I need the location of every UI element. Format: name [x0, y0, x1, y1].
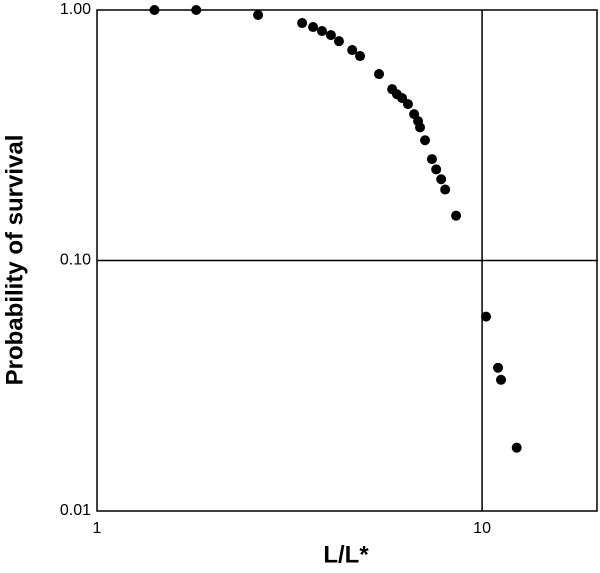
y-tick-label: 0.10 [60, 252, 91, 269]
x-tick-label: 1 [93, 520, 102, 537]
point [426, 154, 437, 165]
point [317, 26, 328, 37]
point [481, 311, 492, 322]
point [253, 10, 264, 21]
point [496, 374, 507, 385]
x-tick-label: 10 [473, 520, 491, 537]
point [436, 174, 447, 185]
y-tick-label: 0.01 [60, 502, 91, 519]
point [374, 69, 385, 80]
point [402, 99, 413, 110]
y-tick-label: 1.00 [60, 1, 91, 18]
point [493, 362, 504, 373]
point [440, 184, 451, 195]
y-axis-label: Probability of survival [1, 135, 28, 386]
point [325, 30, 336, 41]
point [347, 45, 358, 56]
point [511, 442, 522, 453]
point [333, 36, 344, 47]
point [149, 5, 160, 15]
point [308, 22, 319, 33]
point [451, 210, 462, 221]
point [191, 5, 202, 15]
point [431, 164, 442, 175]
point [297, 18, 308, 29]
point [420, 135, 431, 146]
point [415, 122, 426, 133]
x-axis-label: L/L* [323, 541, 369, 568]
point [355, 51, 366, 62]
